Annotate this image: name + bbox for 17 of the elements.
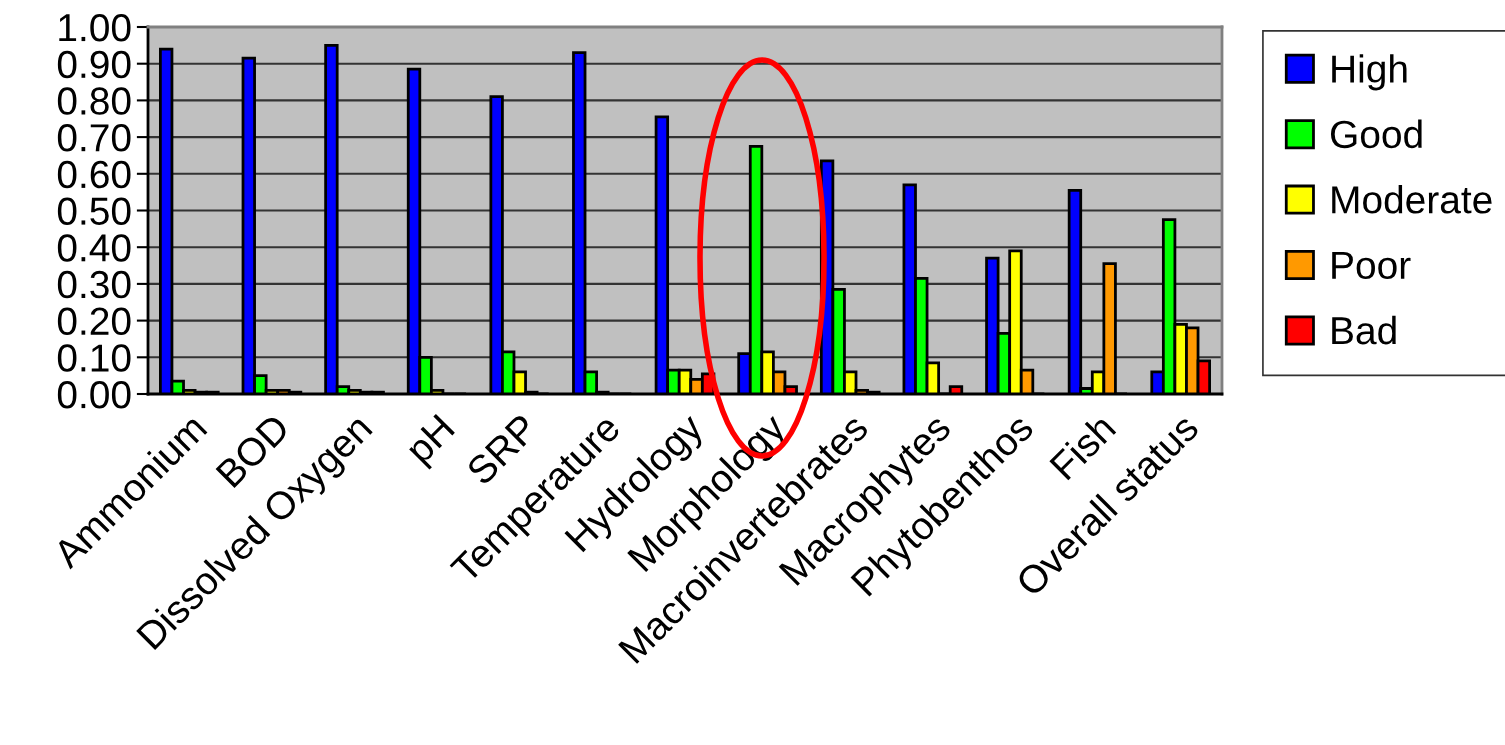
legend-label: Good	[1330, 119, 1422, 149]
y-tick-label: 0.40	[57, 234, 131, 262]
y-tick-label: 0.80	[57, 87, 131, 115]
y-tick-label: 0.90	[57, 50, 131, 79]
x-tick-label: Fish	[1048, 412, 1117, 481]
y-tick-label: 0.60	[57, 160, 131, 189]
y-tick-label: 0.00	[57, 380, 131, 409]
y-tick-label: 0.10	[57, 344, 131, 372]
legend-label: Poor	[1332, 251, 1411, 280]
y-tick-label: 0.70	[57, 124, 131, 152]
y-tick-label: 0.20	[57, 307, 131, 336]
legend-label: High	[1332, 54, 1407, 91]
y-tick-label: 0.30	[57, 270, 131, 299]
legend-label: Bad	[1332, 315, 1396, 345]
y-tick-label: 0.50	[57, 197, 131, 225]
y-tick-label: 1.00	[59, 13, 131, 42]
legend-label: Moderate	[1332, 185, 1492, 214]
